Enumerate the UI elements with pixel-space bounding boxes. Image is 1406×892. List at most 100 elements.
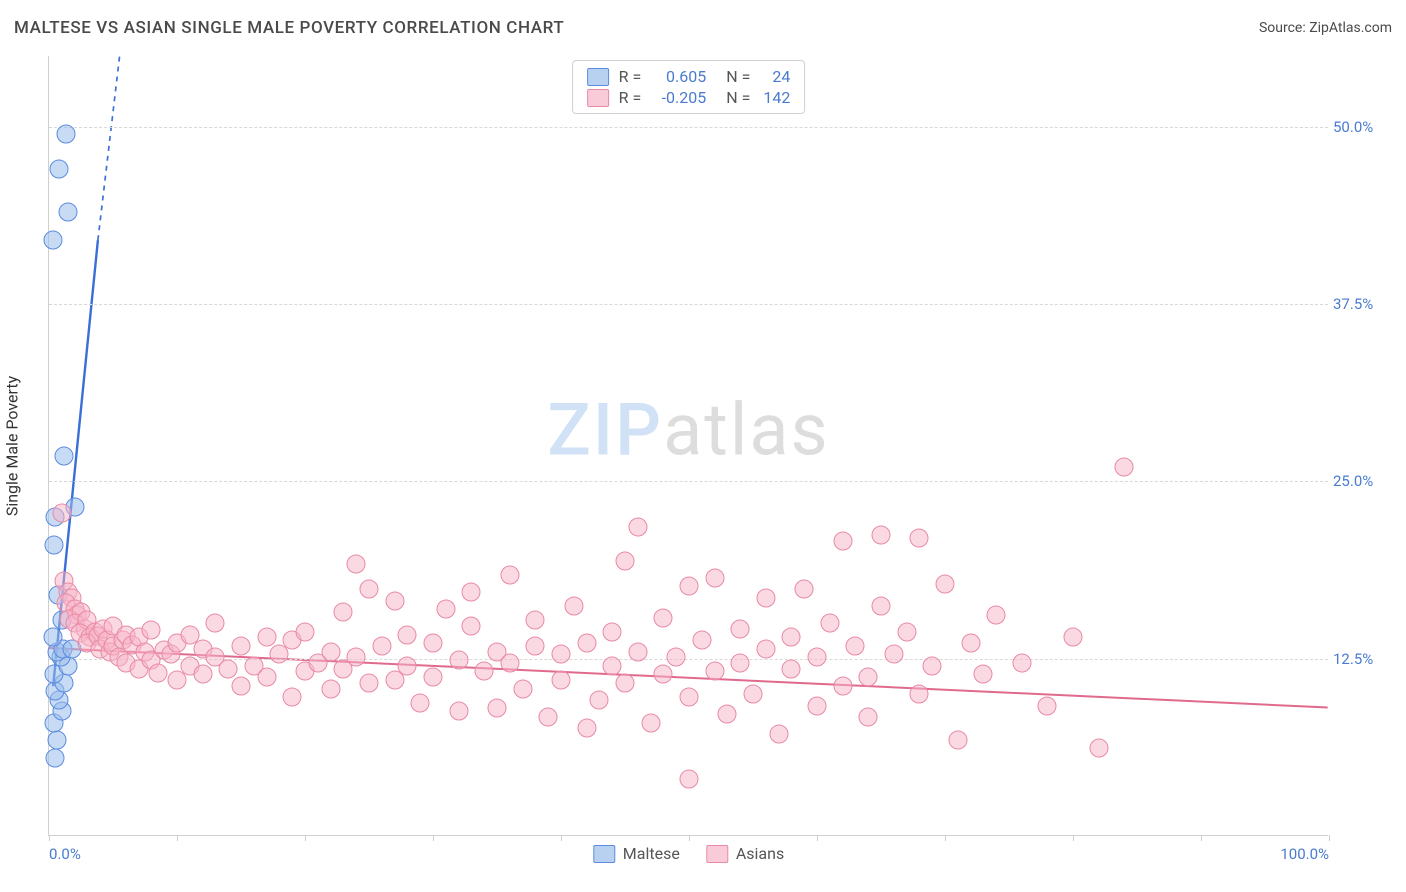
- data-point-asians: [296, 622, 315, 641]
- data-point-asians: [910, 529, 929, 548]
- data-point-maltese: [59, 203, 78, 222]
- data-point-asians: [872, 597, 891, 616]
- data-point-asians: [148, 663, 167, 682]
- series-legend: Maltese Asians: [593, 844, 784, 863]
- n-value-asians: 142: [760, 88, 790, 107]
- n-label: N =: [726, 88, 750, 107]
- data-point-asians: [564, 597, 583, 616]
- gridline: [49, 481, 1328, 482]
- data-point-asians: [321, 642, 340, 661]
- xtick-mark: [817, 835, 818, 841]
- xtick-mark: [561, 835, 562, 841]
- data-point-asians: [718, 705, 737, 724]
- data-point-maltese: [56, 125, 75, 144]
- data-point-asians: [808, 696, 827, 715]
- data-point-asians: [987, 605, 1006, 624]
- data-point-asians: [680, 770, 699, 789]
- data-point-asians: [756, 588, 775, 607]
- xtick-mark: [177, 835, 178, 841]
- data-point-asians: [360, 673, 379, 692]
- data-point-asians: [526, 636, 545, 655]
- data-point-maltese: [43, 231, 62, 250]
- gridline: [49, 127, 1328, 128]
- xtick-label-max: 100.0%: [1280, 845, 1329, 863]
- data-point-asians: [974, 665, 993, 684]
- data-point-asians: [1115, 458, 1134, 477]
- correlation-legend: R = 0.605 N = 24 R = -0.205 N = 142: [572, 60, 806, 114]
- ytick-label: 37.5%: [1333, 295, 1388, 313]
- r-label: R =: [619, 67, 642, 86]
- data-point-maltese: [55, 446, 74, 465]
- data-point-asians: [616, 551, 635, 570]
- data-point-asians: [488, 699, 507, 718]
- xtick-mark: [1329, 835, 1330, 841]
- data-point-asians: [654, 608, 673, 627]
- data-point-asians: [232, 676, 251, 695]
- data-point-asians: [680, 577, 699, 596]
- data-point-asians: [500, 653, 519, 672]
- data-point-asians: [334, 602, 353, 621]
- xtick-mark: [1073, 835, 1074, 841]
- data-point-asians: [193, 665, 212, 684]
- r-label: R =: [619, 88, 642, 107]
- r-value-asians: -0.205: [651, 88, 706, 107]
- trend-extrapolation-maltese: [98, 56, 120, 240]
- data-point-asians: [859, 707, 878, 726]
- gridline: [49, 304, 1328, 305]
- y-axis-label: Single Male Poverty: [3, 376, 22, 516]
- trend-lines: [49, 56, 1328, 835]
- data-point-asians: [756, 639, 775, 658]
- data-point-asians: [936, 574, 955, 593]
- data-point-asians: [628, 642, 647, 661]
- gridline: [49, 659, 1328, 660]
- ytick-label: 50.0%: [1333, 118, 1388, 136]
- data-point-asians: [590, 690, 609, 709]
- data-point-asians: [206, 614, 225, 633]
- data-point-asians: [667, 648, 686, 667]
- data-point-asians: [449, 702, 468, 721]
- legend-label-asians: Asians: [736, 844, 784, 863]
- legend-row-maltese: R = 0.605 N = 24: [587, 66, 791, 87]
- data-point-asians: [398, 656, 417, 675]
- xtick-mark: [433, 835, 434, 841]
- scatter-chart: ZIPatlas R = 0.605 N = 24 R = -0.205 N =…: [48, 56, 1328, 836]
- xtick-mark: [1201, 835, 1202, 841]
- data-point-asians: [52, 503, 71, 522]
- data-point-asians: [539, 707, 558, 726]
- data-point-asians: [1089, 739, 1108, 758]
- chart-source: Source: ZipAtlas.com: [1259, 20, 1392, 36]
- data-point-asians: [360, 580, 379, 599]
- data-point-asians: [808, 648, 827, 667]
- data-point-asians: [1038, 696, 1057, 715]
- data-point-maltese: [47, 730, 66, 749]
- ytick-label: 25.0%: [1333, 472, 1388, 490]
- data-point-asians: [731, 619, 750, 638]
- data-point-asians: [910, 685, 929, 704]
- data-point-asians: [833, 532, 852, 551]
- data-point-asians: [257, 668, 276, 687]
- data-point-asians: [142, 621, 161, 640]
- data-point-asians: [795, 580, 814, 599]
- n-label: N =: [726, 67, 750, 86]
- data-point-asians: [500, 566, 519, 585]
- data-point-asians: [884, 645, 903, 664]
- data-point-asians: [769, 724, 788, 743]
- data-point-asians: [628, 517, 647, 536]
- data-point-asians: [603, 622, 622, 641]
- data-point-asians: [744, 685, 763, 704]
- chart-title: MALTESE VS ASIAN SINGLE MALE POVERTY COR…: [14, 18, 564, 38]
- data-point-asians: [641, 713, 660, 732]
- data-point-asians: [526, 611, 545, 630]
- data-point-asians: [731, 653, 750, 672]
- swatch-maltese: [587, 68, 609, 86]
- data-point-asians: [232, 636, 251, 655]
- data-point-asians: [283, 688, 302, 707]
- r-value-maltese: 0.605: [651, 67, 706, 86]
- data-point-asians: [923, 656, 942, 675]
- data-point-asians: [705, 568, 724, 587]
- data-point-asians: [603, 656, 622, 675]
- legend-item-maltese: Maltese: [593, 844, 680, 863]
- legend-row-asians: R = -0.205 N = 142: [587, 87, 791, 108]
- data-point-asians: [552, 671, 571, 690]
- data-point-asians: [577, 719, 596, 738]
